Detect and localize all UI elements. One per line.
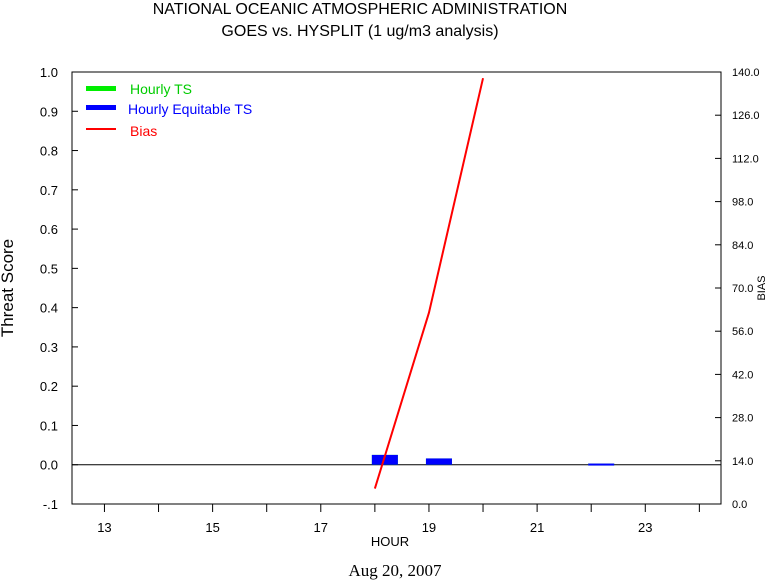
chart-subtitle: GOES vs. HYSPLIT (1 ug/m3 analysis) [221,23,498,40]
y-tick-label: 0.8 [40,144,58,159]
date-label: Aug 20, 2007 [348,561,442,580]
y-tick-label: 0.7 [40,183,58,198]
legend-label-hourly-equitable-ts: Hourly Equitable TS [128,101,252,117]
plot-frame [71,71,722,505]
bar-hourly-equitable-ts [588,463,615,466]
y-tick-label: 0.5 [40,261,58,276]
y2-tick-label: 112.0 [732,153,759,165]
x-tick-label: 15 [205,520,219,535]
x-tick-label: 17 [314,520,328,535]
y-tick-label: 0.4 [40,301,58,316]
y-tick-label: 0.0 [40,458,58,473]
y2-tick-label: 140.0 [732,67,760,79]
chart-title: NATIONAL OCEANIC ATMOSPHERIC ADMINISTRAT… [153,1,568,18]
bars-layer [371,454,615,466]
legend-label-hourly-ts: Hourly TS [130,81,192,97]
legend-swatch-bias [86,128,116,130]
y2-axis-label: BIAS [756,275,767,300]
y2-tick-label: 84.0 [732,240,753,252]
y-tick-label: 0.3 [40,340,58,355]
left-axis-ticks: -.1 0.0 0.1 0.2 0.3 0.4 0.5 0.6 0.7 0.8 0.9 1.0 [40,65,78,512]
x-tick-label: 21 [530,520,544,535]
bias-line [373,77,485,489]
legend-swatch-hourly-equitable-ts [86,105,116,110]
bar-hourly-equitable-ts [371,454,398,465]
x-tick-label: 13 [97,520,111,535]
y-axis-label: Threat Score [0,239,17,337]
x-axis-label: HOUR [371,534,409,549]
y-tick-label: 0.9 [40,104,58,119]
y-tick-label: -.1 [43,497,58,512]
y-tick-label: 0.2 [40,379,58,394]
y2-tick-label: 0.0 [732,499,747,511]
right-axis-ticks: 0.0 14.0 28.0 42.0 56.0 70.0 84.0 98.0 112.0 126.… [715,67,760,511]
x-tick-label: 23 [638,520,652,535]
legend-label-bias: Bias [130,123,157,139]
y2-tick-label: 42.0 [732,369,753,381]
legend-swatch-hourly-ts [86,86,116,91]
y-tick-label: 1.0 [40,65,58,80]
y2-tick-label: 28.0 [732,413,753,425]
y2-tick-label: 98.0 [732,197,753,209]
bias-line-layer [373,77,485,489]
bar-hourly-equitable-ts [425,458,452,465]
y2-tick-label: 126.0 [732,110,760,122]
y2-tick-label: 70.0 [732,283,753,295]
y2-tick-label: 56.0 [732,326,753,338]
y-tick-label: 0.6 [40,222,58,237]
legend: Hourly TS Hourly Equitable TS Bias [86,81,252,139]
y2-tick-label: 14.0 [732,456,753,468]
y-tick-label: 0.1 [40,418,58,433]
x-tick-label: 19 [422,520,436,535]
x-axis-ticks: 13 15 17 19 21 23 [97,504,700,535]
